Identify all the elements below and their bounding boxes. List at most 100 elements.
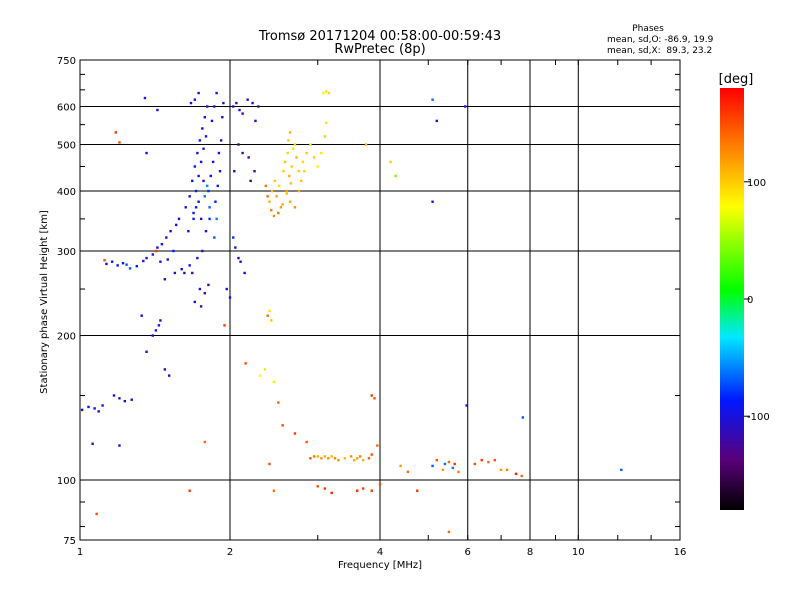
data-point (370, 489, 373, 492)
y-axis-label: Stationary phase Virtual Height [km] (39, 210, 50, 394)
data-point (205, 184, 209, 188)
data-point (228, 296, 232, 299)
data-point (520, 474, 523, 478)
data-point (355, 457, 359, 460)
data-point (192, 211, 195, 215)
data-point (323, 455, 327, 458)
data-point (293, 432, 297, 435)
data-point (297, 189, 301, 193)
data-point (266, 314, 269, 317)
data-point (473, 462, 477, 466)
data-point (191, 179, 194, 183)
data-point (241, 151, 244, 155)
data-point (435, 458, 438, 462)
data-point (361, 487, 365, 490)
data-point (327, 457, 330, 460)
data-point (192, 217, 195, 221)
data-point (244, 362, 247, 365)
data-point (361, 458, 365, 462)
data-point (257, 105, 260, 108)
data-point (493, 458, 497, 462)
data-point (287, 139, 290, 142)
data-point (177, 217, 181, 221)
data-point (367, 457, 371, 460)
data-point (273, 179, 276, 183)
data-point (355, 489, 359, 492)
data-point (277, 184, 281, 188)
data-point (232, 236, 235, 239)
data-point (514, 472, 518, 476)
data-point (312, 156, 316, 159)
data-point (97, 410, 100, 413)
data-point (143, 96, 147, 100)
data-point (232, 105, 235, 108)
data-point (297, 169, 301, 173)
data-point (213, 105, 216, 108)
data-point (197, 91, 200, 95)
data-point (199, 217, 203, 221)
data-point (154, 249, 158, 253)
data-point (290, 165, 293, 168)
data-point (323, 487, 327, 490)
y-tick-label: 750 (57, 56, 76, 67)
data-point (465, 404, 468, 407)
data-point (135, 264, 138, 268)
data-point (457, 470, 460, 474)
data-point (93, 407, 96, 410)
data-point (204, 229, 208, 233)
data-point (121, 261, 125, 265)
data-point (233, 169, 236, 173)
data-point (193, 165, 197, 168)
data-point (239, 260, 242, 263)
data-point (253, 169, 256, 173)
data-point (272, 489, 276, 492)
x-tick-label: 10 (572, 547, 585, 558)
data-point (125, 263, 128, 266)
data-point (293, 206, 297, 209)
data-point (203, 195, 206, 198)
data-point (333, 457, 337, 460)
data-point (156, 108, 159, 112)
data-point (282, 169, 285, 173)
data-point (289, 182, 293, 185)
x-tick-label: 16 (674, 547, 687, 558)
data-point (337, 458, 340, 462)
data-point (358, 455, 362, 458)
data-point (620, 468, 623, 472)
data-point (309, 143, 312, 146)
data-point (101, 404, 104, 407)
data-point (295, 156, 298, 159)
data-point (151, 334, 155, 337)
data-point (325, 90, 328, 93)
chart-title: Tromsø 20171204 00:58:00-00:59:43 (258, 29, 501, 44)
data-point (431, 98, 434, 101)
data-point (251, 101, 254, 105)
data-point (110, 260, 114, 263)
data-point (281, 203, 284, 206)
data-point (394, 174, 397, 178)
data-point (480, 458, 483, 462)
data-point (305, 440, 308, 444)
data-point (105, 262, 108, 266)
data-point (188, 264, 191, 267)
data-point (277, 401, 280, 404)
y-tick-label: 400 (57, 187, 76, 198)
data-point (279, 206, 283, 209)
data-point (330, 455, 333, 458)
data-point (218, 169, 222, 173)
y-tick-label: 600 (57, 103, 76, 114)
data-point (254, 119, 257, 123)
data-point (198, 287, 202, 291)
data-point (198, 139, 202, 142)
data-point (223, 324, 226, 327)
data-point (151, 253, 155, 256)
data-point (268, 462, 271, 466)
data-point (389, 160, 392, 164)
data-point (330, 491, 333, 495)
data-point (521, 416, 525, 419)
chart-subtitle: RwPretec (8p) (334, 42, 425, 57)
data-point (167, 374, 171, 377)
data-point (286, 151, 289, 155)
data-point (118, 444, 121, 447)
data-point (180, 267, 183, 271)
